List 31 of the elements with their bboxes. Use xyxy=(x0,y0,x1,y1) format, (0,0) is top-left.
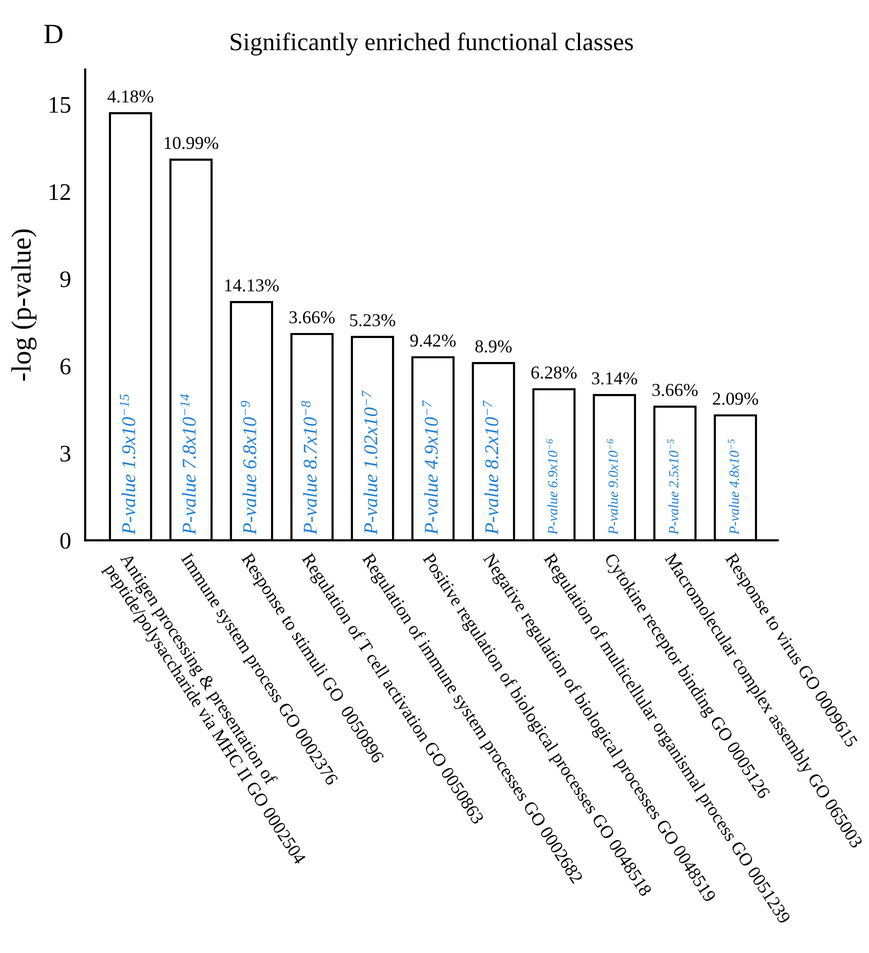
annotation: P-value 4.8x10$^{−5}$ xyxy=(728,439,739,535)
annotation: 10.99% xyxy=(164,136,218,150)
annotation: P-value 6.9x10$^{−6}$ xyxy=(546,438,558,535)
y-axis-title: -log (p-value) xyxy=(11,229,37,381)
annotation: P-value 8.7x10$^{−8}$ xyxy=(301,400,317,535)
y-tick-label: 3 xyxy=(60,446,70,462)
annotation: 3.14% xyxy=(592,372,638,385)
annotation: 3.66% xyxy=(652,384,698,396)
annotation: P-value 2.5x10$^{−5}$ xyxy=(667,439,678,535)
y-tick-label: 9 xyxy=(60,271,70,288)
y-tick-label: 6 xyxy=(60,358,71,374)
annotation: P-value 6.8x10$^{−9}$ xyxy=(240,400,256,535)
y-tick-label: 0 xyxy=(60,532,70,549)
text: D xyxy=(44,24,62,44)
annotation: 8.9% xyxy=(475,340,512,353)
annotation: 3.66% xyxy=(290,311,335,324)
annotation: 4.18% xyxy=(108,90,154,103)
annotation: P-value 9.0x10$^{−6}$ xyxy=(606,438,618,535)
annotation: 6.28% xyxy=(531,366,577,379)
annotation: 14.13% xyxy=(225,279,279,292)
annotation: 5.23% xyxy=(350,314,396,326)
annotation: 9.42% xyxy=(410,334,456,347)
y-tick-label: 15 xyxy=(50,97,70,113)
annotation: P-value 1.9x10$^{−15}$ xyxy=(120,394,136,535)
annotation: 2.09% xyxy=(712,392,758,405)
annotation: P-value 7.8x10$^{−14}$ xyxy=(180,394,196,535)
y-tick-label: 12 xyxy=(50,184,70,200)
chart-title: Significantly enriched functional classes xyxy=(230,32,633,56)
annotation: P-value 1.02x10$^{−7}$ xyxy=(362,390,378,535)
annotation: P-value 4.9x10$^{−7}$ xyxy=(422,400,438,535)
annotation: P-value 8.2x10$^{−7}$ xyxy=(482,400,498,535)
